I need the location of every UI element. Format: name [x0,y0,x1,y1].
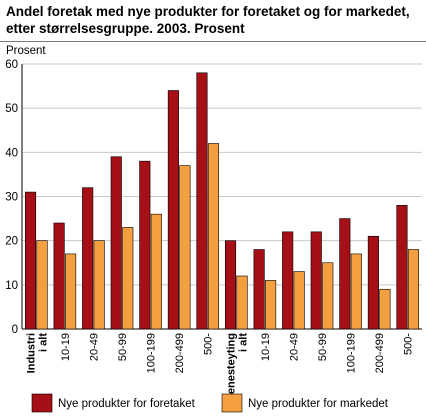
bar-markedet [65,253,77,330]
bar-foretaket [110,156,122,330]
legend-label-foretaket: Nye produkter for foretaket [58,398,196,410]
bar-markedet [265,280,277,330]
bar-foretaket [167,90,179,330]
y-axis-label: Prosent [6,45,46,57]
bar-markedet [36,240,48,330]
y-tick-label: 50 [5,103,18,115]
bar-markedet [207,143,220,330]
y-tick-label: 0 [12,324,18,336]
y-tick-label: 60 [5,59,18,71]
bar-foretaket [339,218,351,330]
bar-foretaket [224,240,237,330]
x-tick-label: 200-499 [174,333,186,373]
x-tick-label: 500- [403,333,415,355]
x-tick-label: 20-49 [88,333,100,361]
chart-title: Andel foretak med nye produkter for fore… [6,4,410,36]
x-tick-label: i alt [237,333,249,352]
bar-markedet [350,253,362,330]
bar-foretaket [310,231,322,330]
bar-markedet [379,288,391,330]
x-tick-label: i alt [37,333,49,352]
y-tick-label: 30 [5,192,18,204]
bar-foretaket [139,160,151,330]
x-tick-label: 10-19 [260,333,272,361]
x-tick-label: 200-499 [374,333,386,373]
title-divider [0,41,426,42]
bar-markedet [179,165,191,330]
legend-swatch-markedet [221,393,243,413]
legend-swatch-foretaket [31,393,53,413]
bar-markedet [322,262,334,330]
x-tick-label: 500- [203,333,215,355]
x-tick-label: 20-49 [288,333,300,361]
bar-foretaket [282,231,294,330]
x-tick-label: 100-199 [146,333,158,373]
bar-foretaket [396,205,408,330]
bar-foretaket [367,235,379,330]
bar-foretaket [53,222,65,330]
x-tick-label: 100-199 [346,333,358,373]
y-tick-label: 10 [5,280,18,292]
bar-markedet [407,249,420,330]
bar-foretaket [196,72,208,330]
bar-markedet [293,271,305,330]
bar-markedet [122,227,134,330]
x-tick-label: 50-99 [117,333,129,361]
x-tick-label: 10-19 [60,333,72,361]
y-tick-label: 40 [5,147,18,159]
x-tick-label: Tjenesteyting [225,333,237,404]
bar-markedet [93,240,105,330]
y-tick-label: 20 [5,236,18,248]
x-tick-label: 50-99 [317,333,329,361]
legend-label-markedet: Nye produkter for markedet [248,398,389,410]
x-tick-label: Industri [25,333,37,373]
bar-foretaket [253,249,265,330]
bar-markedet [236,275,248,330]
bar-markedet [150,213,162,330]
bar-foretaket [82,187,94,330]
bar-foretaket [24,191,37,330]
